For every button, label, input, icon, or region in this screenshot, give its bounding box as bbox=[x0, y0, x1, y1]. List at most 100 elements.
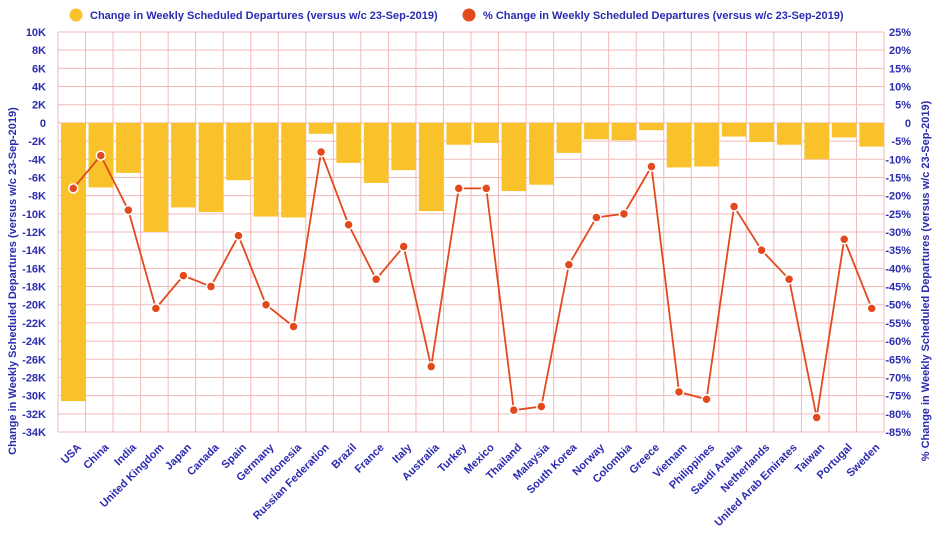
bar[interactable] bbox=[281, 122, 306, 218]
line-point[interactable] bbox=[563, 259, 575, 270]
line-point[interactable] bbox=[728, 201, 740, 212]
legend: Change in Weekly Scheduled Departures (v… bbox=[69, 8, 844, 23]
line-point[interactable] bbox=[425, 361, 437, 372]
left-tick-label: -6K bbox=[28, 172, 46, 184]
bar[interactable] bbox=[198, 122, 224, 212]
bar[interactable] bbox=[859, 122, 884, 147]
legend-line-label: % Change in Weekly Scheduled Departures … bbox=[483, 10, 844, 22]
right-tick-label: 0 bbox=[905, 118, 911, 130]
line-point[interactable] bbox=[370, 274, 382, 285]
right-tick-label: -85% bbox=[885, 427, 911, 439]
right-tick-label: 15% bbox=[889, 63, 911, 75]
line-point[interactable] bbox=[315, 146, 327, 158]
bar[interactable] bbox=[116, 122, 141, 173]
line-point[interactable] bbox=[866, 303, 877, 314]
left-tick-label: -14K bbox=[22, 245, 46, 257]
bar[interactable] bbox=[639, 122, 664, 131]
left-axis-ticks: 10K 8K 6K 4K 2K 0 -2K -4K -6K -8K -10K -12K -14K -16K… bbox=[22, 27, 46, 439]
right-axis-ticks: 25% 20% 15% 10% 5% 0 -5% -10% -15% -20% -25% -30% -3… bbox=[885, 27, 911, 439]
left-tick-label: -24K bbox=[22, 336, 46, 348]
line-layer bbox=[68, 146, 877, 423]
bar[interactable] bbox=[226, 122, 251, 181]
bar[interactable] bbox=[308, 122, 334, 134]
grid-layer bbox=[57, 31, 885, 433]
line-point[interactable] bbox=[123, 204, 134, 216]
category-label: Canada bbox=[185, 441, 222, 478]
line-point[interactable] bbox=[343, 219, 354, 230]
right-tick-label: -50% bbox=[885, 300, 911, 312]
right-tick-label: -45% bbox=[885, 282, 911, 294]
bar[interactable] bbox=[804, 122, 829, 160]
line-point[interactable] bbox=[481, 183, 492, 194]
line-point[interactable] bbox=[288, 321, 299, 332]
bar[interactable] bbox=[694, 122, 719, 167]
left-tick-label: 2K bbox=[32, 100, 46, 112]
bar[interactable] bbox=[143, 122, 169, 232]
right-tick-label: -40% bbox=[885, 263, 911, 275]
bar[interactable] bbox=[446, 122, 471, 145]
bar[interactable] bbox=[529, 122, 554, 185]
line-point[interactable] bbox=[783, 274, 795, 285]
left-tick-label: 6K bbox=[32, 63, 46, 75]
line-point[interactable] bbox=[233, 230, 244, 241]
bar[interactable] bbox=[61, 122, 86, 402]
line-point[interactable] bbox=[68, 183, 79, 194]
left-tick-label: -26K bbox=[22, 354, 46, 366]
line-point[interactable] bbox=[260, 299, 272, 310]
line-point[interactable] bbox=[508, 404, 520, 416]
left-tick-label: -34K bbox=[22, 427, 46, 439]
right-tick-label: 25% bbox=[889, 27, 911, 39]
legend-item-bar[interactable]: Change in Weekly Scheduled Departures (v… bbox=[69, 8, 438, 23]
line-point[interactable] bbox=[95, 150, 107, 161]
legend-item-line[interactable]: % Change in Weekly Scheduled Departures … bbox=[462, 8, 844, 23]
line-point[interactable] bbox=[150, 303, 162, 314]
left-axis-title: Change in Weekly Scheduled Departures (v… bbox=[7, 107, 19, 455]
category-label: China bbox=[81, 441, 112, 472]
bar[interactable] bbox=[556, 122, 582, 153]
bar[interactable] bbox=[831, 122, 857, 138]
bar[interactable] bbox=[363, 122, 389, 183]
right-tick-label: -15% bbox=[885, 172, 911, 184]
bar[interactable] bbox=[721, 122, 747, 137]
category-label: France bbox=[353, 442, 387, 476]
bar[interactable] bbox=[584, 122, 609, 140]
left-tick-label: -12K bbox=[22, 227, 46, 239]
right-tick-label: -60% bbox=[885, 336, 911, 348]
bar[interactable] bbox=[749, 122, 774, 142]
line-point[interactable] bbox=[453, 183, 464, 194]
line-point[interactable] bbox=[756, 244, 767, 256]
bar[interactable] bbox=[501, 122, 527, 192]
bar[interactable] bbox=[391, 122, 416, 171]
category-label: USA bbox=[59, 442, 84, 467]
line-point[interactable] bbox=[178, 270, 189, 281]
left-tick-label: -32K bbox=[22, 409, 46, 421]
left-tick-label: -16K bbox=[22, 263, 46, 275]
line-point[interactable] bbox=[618, 208, 630, 220]
left-tick-label: -22K bbox=[22, 318, 46, 330]
line-point[interactable] bbox=[811, 412, 822, 423]
line-point[interactable] bbox=[646, 161, 657, 172]
bar[interactable] bbox=[171, 122, 196, 208]
right-tick-label: 20% bbox=[889, 45, 911, 57]
left-tick-label: -2K bbox=[28, 136, 46, 148]
bar[interactable] bbox=[666, 122, 692, 168]
bar[interactable] bbox=[418, 122, 444, 212]
line-point[interactable] bbox=[701, 394, 712, 405]
line-point[interactable] bbox=[398, 241, 409, 252]
bar[interactable] bbox=[253, 122, 279, 217]
line-point[interactable] bbox=[205, 281, 217, 292]
left-tick-label: 0 bbox=[40, 118, 46, 130]
right-tick-label: -55% bbox=[885, 318, 911, 330]
line-point[interactable] bbox=[536, 401, 547, 412]
line-point[interactable] bbox=[838, 234, 850, 245]
right-tick-label: 5% bbox=[895, 100, 911, 112]
right-tick-label: -5% bbox=[891, 136, 911, 148]
bar[interactable] bbox=[474, 122, 499, 143]
line-point[interactable] bbox=[591, 212, 602, 223]
line-point[interactable] bbox=[673, 386, 685, 398]
bar[interactable] bbox=[611, 122, 637, 141]
bar[interactable] bbox=[776, 122, 802, 145]
right-tick-label: -75% bbox=[885, 391, 911, 403]
bar[interactable] bbox=[336, 122, 361, 163]
